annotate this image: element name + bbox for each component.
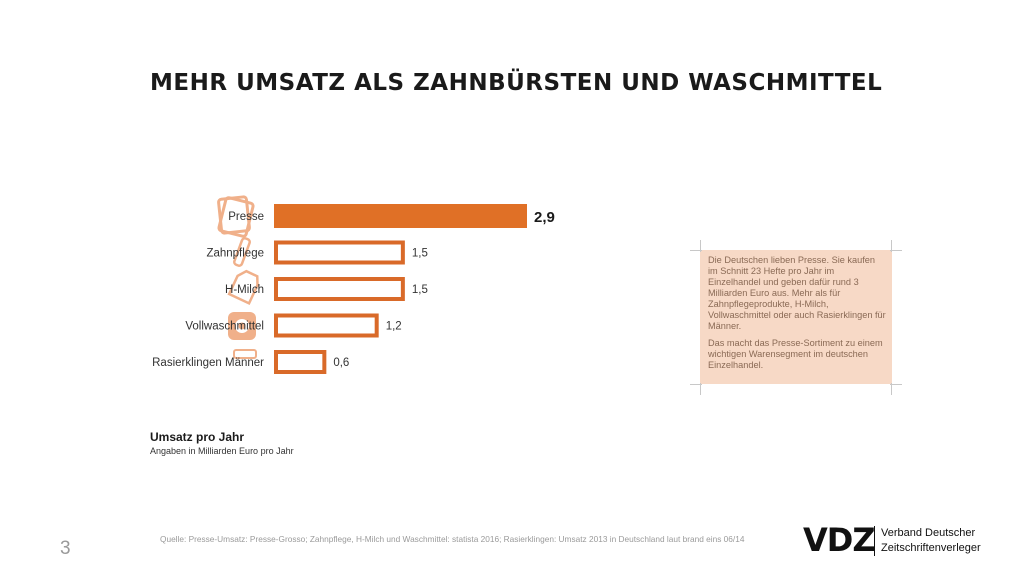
category-label: Rasierklingen Männer [152, 357, 264, 369]
info-paragraph-2: Das macht das Presse-Sortiment zu einem … [708, 338, 883, 370]
info-box: Die Deutschen lieben Presse. Sie kaufen … [700, 250, 892, 384]
category-label: Vollwaschmittel [185, 321, 264, 333]
value-label: 1,5 [412, 248, 428, 260]
toothbrush-icon [233, 237, 251, 267]
logo-text: Verband Deutscher Zeitschriftenverleger [881, 526, 981, 556]
value-label: 0,6 [333, 357, 349, 369]
crop-mark [700, 240, 701, 252]
logo-line-2: Zeitschriftenverleger [881, 542, 981, 554]
category-label: Zahnpflege [206, 248, 264, 260]
bar [274, 350, 327, 374]
icon-layer [217, 195, 259, 359]
crop-mark [890, 384, 902, 385]
bar [274, 277, 405, 301]
crop-mark [690, 384, 702, 385]
crop-mark [700, 383, 701, 395]
magazine-icon [217, 195, 255, 238]
bar-chart: Presse 2,9 Zahnpflege 1,5 H-Milch 1,5 Vollwasc… [152, 195, 555, 374]
crop-mark [690, 250, 702, 251]
crop-mark [890, 250, 902, 251]
logo-mark: VDZ [803, 521, 876, 559]
milk-carton-icon [227, 269, 259, 305]
value-label: 2,9 [534, 209, 555, 226]
category-label: Presse [228, 211, 264, 223]
logo-line-1: Verband Deutscher [881, 527, 976, 539]
chart-subtitle: Angaben in Milliarden Euro pro Jahr [150, 446, 294, 456]
bar [274, 240, 405, 265]
logo-divider [874, 526, 875, 556]
info-paragraph-1: Die Deutschen lieben Presse. Sie kaufen … [708, 255, 886, 331]
bar [274, 204, 527, 228]
value-label: 1,5 [412, 284, 428, 296]
source-note: Quelle: Presse-Umsatz: Presse-Grosso; Za… [160, 534, 745, 544]
slide-title: MEHR UMSATZ ALS ZAHNBÜRSTEN UND WASCHMIT… [150, 70, 883, 96]
crop-mark [891, 383, 892, 395]
bar [274, 313, 379, 338]
razor-icon [233, 349, 257, 359]
chart-caption: Umsatz pro Jahr Angaben in Milliarden Eu… [150, 430, 294, 456]
crop-mark [891, 240, 892, 252]
value-label: 1,2 [386, 321, 402, 333]
category-label: H-Milch [225, 284, 264, 296]
detergent-icon [228, 312, 256, 340]
page-number: 3 [60, 538, 71, 559]
chart-title: Umsatz pro Jahr [150, 430, 245, 444]
